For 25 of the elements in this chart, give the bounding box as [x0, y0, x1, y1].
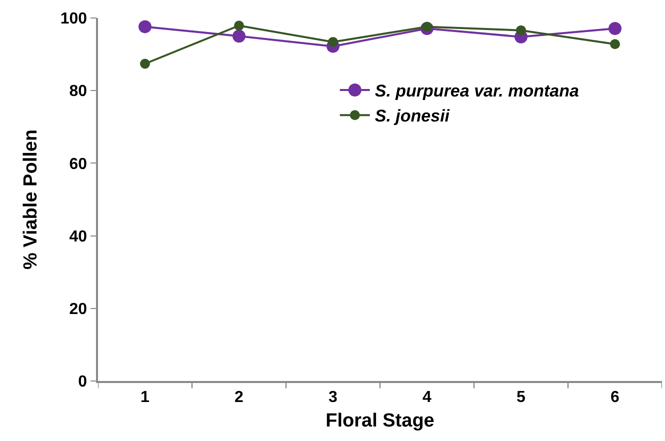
point: [140, 58, 150, 69]
point: [608, 22, 622, 36]
point: [328, 36, 338, 47]
point: [610, 39, 620, 50]
y-tick-label: 20: [69, 301, 88, 318]
legend-label: S. jonesii: [374, 106, 451, 126]
y-tick-label: 40: [69, 228, 88, 246]
point: [138, 20, 152, 34]
y-tick-label: 60: [69, 156, 88, 173]
point: [234, 20, 244, 31]
y-tick-label: 0: [78, 374, 88, 391]
x-tick-label: 5: [516, 388, 526, 406]
legend-label: S. purpurea var. montana: [374, 82, 579, 101]
x-tick-label: 6: [610, 388, 620, 406]
x-tick-label: 4: [422, 388, 432, 406]
point: [422, 22, 432, 32]
y-tick-label: 80: [69, 83, 88, 100]
y-tick-label: 100: [60, 10, 88, 28]
point: [516, 25, 526, 36]
point: [232, 30, 246, 43]
x-tick-label: 2: [234, 388, 244, 406]
x-tick-label: 1: [140, 388, 150, 406]
x-axis-title: Floral Stage: [326, 410, 434, 432]
x-tick-label: 3: [328, 388, 338, 406]
y-axis-title: % Viable Pollen: [20, 129, 42, 270]
